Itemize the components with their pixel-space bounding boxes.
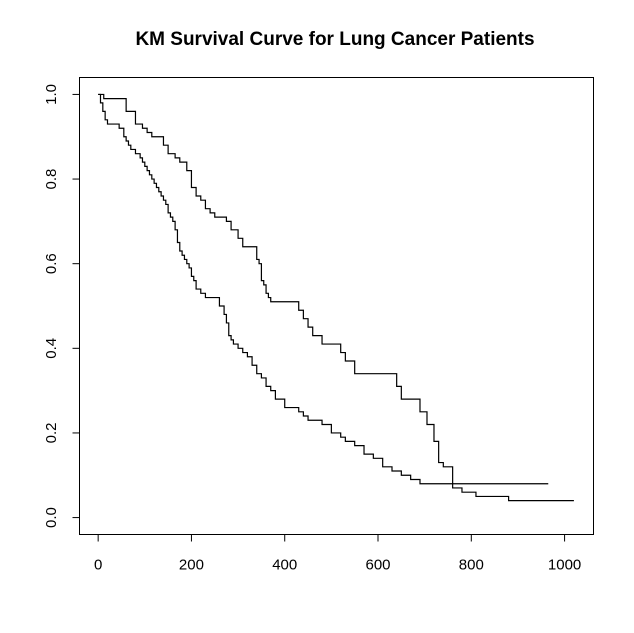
x-tick-label: 800	[459, 557, 484, 574]
x-tick-label: 600	[365, 557, 390, 574]
plot-area-frame	[79, 77, 594, 535]
y-axis: 0.0 0.2 0.4 0.6 0.8 1.0	[43, 84, 80, 528]
series-group	[98, 93, 574, 502]
x-tick-label: 1000	[548, 557, 581, 574]
y-tick-label: 0.4	[43, 338, 60, 359]
y-tick-label: 1.0	[43, 84, 60, 105]
y-tick-label: 0.8	[43, 169, 60, 190]
x-axis: 0 200 400 600 800 1000	[94, 534, 581, 574]
survival-curve-2	[98, 93, 574, 502]
y-tick-label: 0.0	[43, 507, 60, 528]
x-tick-label: 400	[272, 557, 297, 574]
x-tick-label: 0	[94, 557, 102, 574]
chart-title: KM Survival Curve for Lung Cancer Patien…	[135, 29, 535, 50]
x-tick-label: 200	[179, 557, 204, 574]
y-tick-label: 0.6	[43, 253, 60, 274]
survival-curve-1	[98, 93, 549, 485]
y-tick-label: 0.2	[43, 423, 60, 444]
